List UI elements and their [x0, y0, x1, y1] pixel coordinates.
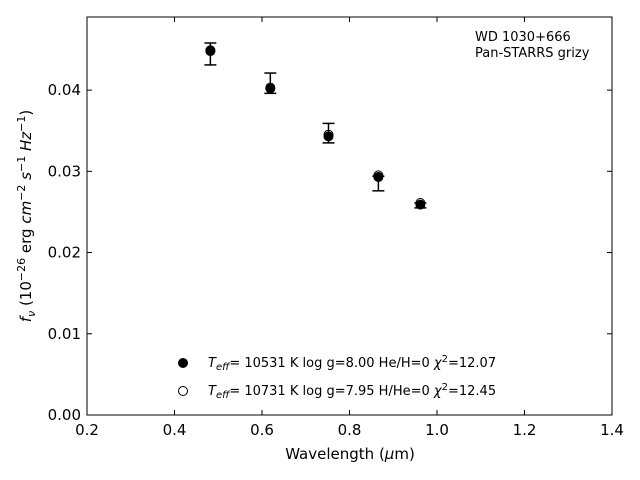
x-tick-label: 0.8: [338, 421, 362, 439]
x-tick-label: 1.4: [600, 421, 624, 439]
legend-label-model-1: Teff= 10531 K log g=8.00 He/H=0 χ2=12.07: [208, 354, 496, 373]
point-model-open: [373, 170, 384, 181]
y-tick-label: 0.03: [48, 162, 81, 180]
x-tick-label: 0.2: [75, 421, 99, 439]
x-tick-label: 1.0: [425, 421, 449, 439]
axis-ticks: 0.2 0.4 0.6 0.8 1.0 1.2 1.4 0.00 0.01 0.02 0.03 0.0…: [48, 17, 624, 439]
point-model-open: [205, 45, 216, 56]
y-tick-label: 0.00: [48, 406, 81, 424]
point-model-open: [415, 198, 426, 209]
y-tick-label: 0.01: [48, 325, 81, 343]
legend-marker-filled: [178, 358, 188, 368]
y-tick-label: 0.04: [48, 81, 81, 99]
y-axis-label: fν (10−26 erg cm−2 s−1 Hz−1): [15, 110, 38, 323]
legend: Teff= 10531 K log g=8.00 He/H=0 χ2=12.07…: [178, 354, 496, 401]
point-model-filled: [205, 46, 216, 57]
point-model-open: [265, 82, 276, 93]
legend-marker-open: [178, 386, 188, 396]
point-model-filled: [265, 83, 276, 94]
legend-label-model-2: Teff= 10731 K log g=7.95 H/He=0 χ2=12.45: [208, 382, 496, 401]
x-tick-label: 0.4: [163, 421, 187, 439]
annotation-object-name: WD 1030+666: [475, 30, 571, 45]
x-tick-label: 0.6: [250, 421, 274, 439]
x-axis-label: Wavelength (μm): [285, 445, 415, 463]
annotation-survey-name: Pan-STARRS grizy: [475, 46, 590, 61]
point-model-open: [323, 129, 334, 140]
y-tick-label: 0.02: [48, 244, 81, 262]
data-points: [205, 45, 426, 210]
x-tick-label: 1.2: [513, 421, 537, 439]
